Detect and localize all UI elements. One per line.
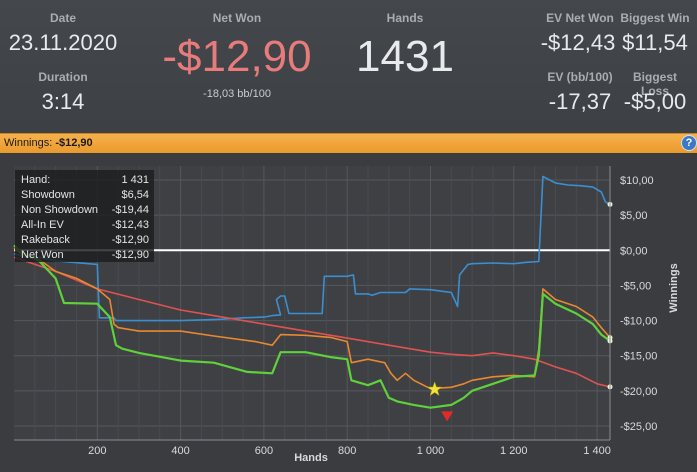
net-won-label: Net Won [212, 11, 262, 25]
biggest-loss-value: -$5,00 [623, 89, 687, 114]
y-tick-label: -$25,00 [620, 421, 657, 433]
tooltip-key: All-In EV [21, 219, 64, 231]
winnings-bar: Winnings: -$12,90 [0, 133, 697, 153]
series-lines [13, 175, 613, 409]
series-line [13, 175, 611, 322]
series-line [13, 256, 611, 388]
tooltip-row: Non Showdown -$19,44 [21, 204, 149, 219]
tooltip-key: Non Showdown [21, 204, 99, 216]
duration-label: Duration [38, 70, 88, 84]
ev-net-won-value: -$12,43 [540, 30, 616, 55]
tooltip-row: Net Won -$12,90 [21, 249, 149, 264]
ev-net-won-label: EV Net Won [546, 11, 614, 25]
worst-hand-triangle [441, 411, 454, 422]
help-icon[interactable]: ? [681, 135, 697, 151]
tooltip-value: -$12,43 [111, 219, 149, 231]
tooltip-key: Showdown [21, 189, 75, 201]
biggest-loss-label: Biggest Loss [632, 70, 677, 98]
y-tick-label: $10,00 [620, 175, 654, 187]
y-tick-label: -$5,00 [620, 280, 651, 292]
y-axis-label: Winnings [668, 263, 680, 312]
tooltip-row: Hand: 1 431 [21, 174, 149, 189]
tooltip-key: Rakeback [21, 234, 70, 246]
ev-bb100-value: -17,37 [548, 89, 612, 114]
y-tick-label: -$20,00 [620, 386, 657, 398]
series-line [13, 244, 611, 409]
x-axis-label: Hands [294, 452, 328, 464]
biggest-win-value: $11,54 [622, 30, 688, 55]
tooltip-value: -$19,44 [111, 204, 149, 216]
tooltip-value: -$12,90 [111, 249, 149, 261]
y-tick-label: -$15,00 [620, 351, 657, 363]
date-label: Date [49, 11, 76, 25]
x-tick-label: 200 [88, 445, 106, 457]
x-tick-label: 1 000 [417, 445, 445, 457]
markers [426, 381, 454, 422]
y-tick-label: $5,00 [620, 210, 648, 222]
ev-bb100-label: EV (bb/100) [547, 70, 613, 84]
x-axis: 200 400 600 800 1 000 1 200 1 400 [14, 439, 611, 457]
x-tick-label: 400 [171, 445, 189, 457]
x-tick-label: 1 200 [500, 445, 528, 457]
tooltip-key: Hand: [21, 174, 51, 186]
tooltip-value: -$12,90 [111, 234, 149, 246]
x-tick-label: 800 [338, 445, 356, 457]
winnings-chart[interactable]: 200 400 600 800 1 000 1 200 1 400 $10,00$5,00$… [0, 152, 697, 472]
hover-tooltip: Hand: 1 431 Showdown $6,54 Non Showdown -$19,… [15, 170, 154, 262]
y-tick-label: -$10,00 [620, 316, 657, 328]
tooltip-row: Rakeback -$12,90 [21, 234, 149, 249]
duration-value: 3:14 [41, 89, 85, 114]
winnings-bar-label: Winnings: [4, 137, 53, 149]
x-tick-label: 600 [255, 445, 273, 457]
winnings-bar-value: -$12,90 [55, 137, 93, 149]
session-summary-header: Date 23.11.2020 Duration 3:14 Net Won -$… [0, 0, 697, 133]
y-tick-label: $0,00 [620, 245, 648, 257]
biggest-win-label: Biggest Win [620, 11, 690, 25]
net-won-value: -$12,90 [162, 32, 312, 81]
winnings-bar-text: Winnings: -$12,90 [4, 137, 93, 149]
tooltip-row: Showdown $6,54 [21, 189, 149, 204]
tooltip-value: 1 431 [121, 174, 149, 186]
date-value: 23.11.2020 [8, 30, 118, 55]
best-hand-star [426, 381, 443, 397]
tooltip-key: Net Won [21, 249, 64, 261]
hands-value: 1431 [356, 32, 454, 81]
hands-label: Hands [386, 11, 424, 25]
y-axis: $10,00 $5,00 $0,00 -$5,00 -$10,00 -$15,00 -$20… [609, 166, 657, 440]
x-tick-label: 1 400 [583, 445, 611, 457]
tooltip-row: All-In EV -$12,43 [21, 219, 149, 234]
tooltip-value: $6,54 [121, 189, 149, 201]
net-won-bb100: -18,03 bb/100 [203, 88, 271, 100]
